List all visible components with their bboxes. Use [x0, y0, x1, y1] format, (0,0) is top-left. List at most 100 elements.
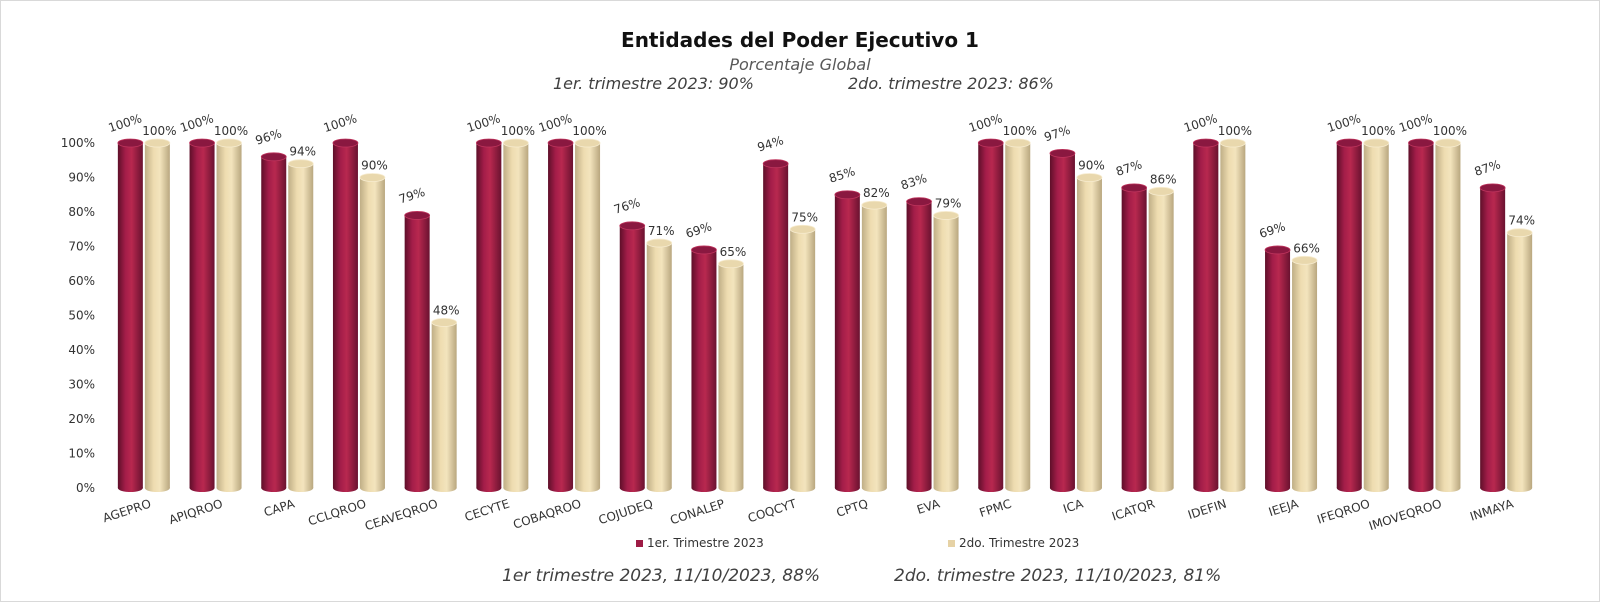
data-label: 100% — [572, 124, 606, 138]
data-label: 66% — [1293, 241, 1320, 255]
bar-idefin-series-1 — [1192, 138, 1219, 492]
data-label: 94% — [289, 145, 316, 159]
bar-apiqroo-series-1 — [189, 138, 215, 492]
data-label: 100% — [501, 124, 535, 138]
x-tick-label: CONALEP — [668, 497, 726, 528]
data-label: 79% — [397, 185, 427, 207]
bar-conalep-series-1 — [691, 245, 717, 492]
y-tick-label: 0% — [76, 481, 95, 495]
bar-agepro-series-1 — [117, 138, 144, 492]
bar-cecyte-series-2 — [502, 138, 529, 492]
x-tick-label: IMOVEQROO — [1367, 497, 1443, 534]
x-tick-label: IEEJA — [1267, 496, 1301, 519]
legend-swatch-series-1 — [636, 540, 643, 547]
data-label: 76% — [612, 195, 642, 217]
data-label: 74% — [1508, 214, 1535, 228]
x-tick-label: CEAVEQROO — [363, 497, 439, 534]
bar-imoveqroo-series-1 — [1408, 138, 1434, 492]
y-tick-label: 100% — [61, 136, 95, 150]
x-tick-label: COQCYT — [746, 496, 799, 525]
bar-icatqr-series-1 — [1121, 183, 1148, 492]
data-label: 94% — [756, 133, 786, 155]
x-tick-label: CECYTE — [463, 497, 511, 525]
data-label: 100% — [142, 124, 176, 138]
bar-cecyte-series-1 — [475, 138, 502, 492]
bar-apiqroo-series-2 — [216, 138, 242, 492]
footer-note-second-quarter: 2do. trimestre 2023, 11/10/2023, 81% — [894, 566, 1222, 586]
bar-inmaya-series-1 — [1479, 183, 1506, 492]
x-tick-label: ICATQR — [1110, 497, 1156, 524]
bar-icatqr-series-2 — [1148, 186, 1175, 492]
x-tick-label: EVA — [915, 496, 942, 517]
bar-fpmc-series-2 — [1004, 138, 1031, 492]
y-tick-label: 80% — [68, 205, 95, 219]
chart-title: Entidades del Poder Ejecutivo 1 — [621, 28, 979, 52]
data-label: 100% — [967, 111, 1004, 135]
bar-cclqroo-series-2 — [359, 173, 386, 492]
x-tick-label: FPMC — [978, 497, 1014, 520]
x-tick-label: IDEFIN — [1186, 497, 1228, 523]
y-tick-label: 40% — [68, 343, 95, 357]
data-label: 87% — [1473, 157, 1503, 179]
bar-cojudeq-series-2 — [646, 238, 673, 492]
x-tick-label: COJUDEQ — [597, 497, 655, 528]
x-tick-label: INMAYA — [1468, 496, 1516, 523]
data-label: 83% — [899, 171, 929, 193]
bar-cobaqroo-series-1 — [547, 138, 574, 492]
header-note-second-quarter: 2do. trimestre 2023: 86% — [848, 74, 1054, 93]
data-label: 100% — [214, 124, 248, 138]
bar-capa-series-2 — [287, 159, 314, 492]
data-label: 79% — [935, 196, 962, 210]
y-tick-label: 50% — [68, 309, 95, 323]
bar-imoveqroo-series-2 — [1435, 138, 1461, 492]
data-label: 65% — [720, 245, 747, 259]
bar-idefin-series-2 — [1219, 138, 1246, 492]
bar-ieeja-series-2 — [1291, 255, 1318, 492]
data-label: 71% — [648, 224, 675, 238]
x-tick-label: AGEPRO — [101, 497, 153, 526]
data-label: 100% — [1397, 111, 1434, 135]
data-label: 100% — [537, 111, 574, 135]
data-label: 97% — [1042, 123, 1072, 145]
legend-item-series-2: 2do. Trimestre 2023 — [948, 536, 1079, 550]
bar-cptq-series-2 — [861, 200, 888, 492]
legend-label-series-2: 2do. Trimestre 2023 — [959, 536, 1080, 550]
bar-coqcyt-series-2 — [789, 224, 816, 492]
x-tick-label: COBAQROO — [511, 497, 583, 532]
y-tick-label: 10% — [68, 447, 95, 461]
y-tick-label: 30% — [68, 378, 95, 392]
y-tick-label: 20% — [68, 412, 95, 426]
data-label: 87% — [1114, 157, 1144, 179]
data-label: 69% — [1257, 219, 1287, 241]
bar-eva-series-2 — [933, 211, 959, 492]
data-label: 96% — [254, 126, 284, 148]
x-tick-label: ICA — [1061, 496, 1085, 516]
x-tick-label: CPTQ — [835, 497, 870, 520]
bar-ica-series-1 — [1049, 148, 1076, 492]
data-label: 100% — [1218, 124, 1252, 138]
y-tick-label: 90% — [68, 171, 95, 185]
bar-conalep-series-2 — [718, 259, 744, 492]
data-label: 82% — [863, 186, 890, 200]
x-tick-label: CAPA — [262, 496, 297, 519]
x-tick-label: APIQROO — [167, 497, 224, 528]
chart-subtitle: Porcentaje Global — [729, 55, 871, 74]
bar-capa-series-1 — [260, 152, 287, 492]
footer-note-first-quarter: 1er trimestre 2023, 11/10/2023, 88% — [502, 566, 821, 586]
data-label: 90% — [1078, 159, 1105, 173]
data-label: 69% — [684, 219, 714, 241]
data-label: 90% — [361, 159, 388, 173]
bar-fpmc-series-1 — [977, 138, 1004, 492]
legend-item-series-1: 1er. Trimestre 2023 — [636, 536, 764, 550]
data-label: 100% — [322, 111, 359, 135]
data-label: 100% — [1433, 124, 1467, 138]
bar-cclqroo-series-1 — [332, 138, 359, 492]
bar-ieeja-series-1 — [1264, 245, 1291, 492]
data-label: 100% — [107, 111, 144, 135]
bar-coqcyt-series-1 — [762, 159, 789, 492]
data-label: 85% — [827, 164, 857, 186]
y-tick-label: 60% — [68, 274, 95, 288]
data-label: 48% — [433, 303, 460, 317]
bar-ifeqroo-series-1 — [1336, 138, 1363, 492]
